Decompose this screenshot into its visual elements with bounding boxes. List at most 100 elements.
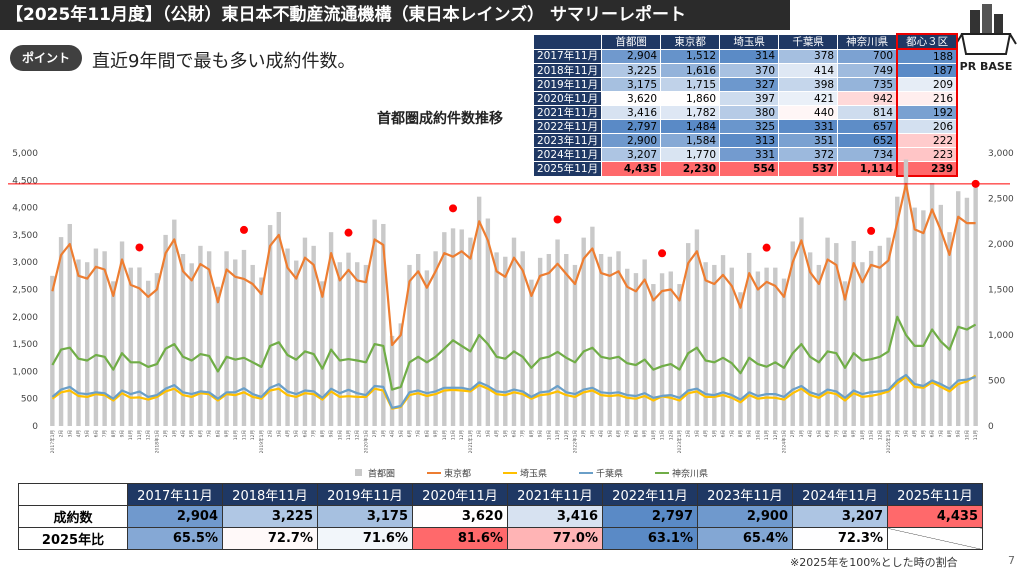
- x-tick-label: 7月: [938, 430, 944, 437]
- bar: [851, 240, 856, 426]
- x-tick-label: 12月: [668, 430, 674, 440]
- x-tick-label: 3月: [67, 430, 73, 437]
- x-tick-label: 12月: [459, 430, 465, 440]
- x-tick-label: 2月: [895, 430, 901, 437]
- cell: 4,435: [601, 161, 662, 177]
- bar: [250, 264, 255, 426]
- y-tick-label: 3,500: [12, 231, 38, 241]
- bar: [773, 267, 778, 426]
- bar: [720, 255, 726, 426]
- cell: 2,797: [602, 505, 698, 528]
- bar: [67, 223, 72, 426]
- cell: 206: [896, 119, 959, 134]
- cell: 192: [896, 105, 959, 120]
- x-tick-label: 4月: [390, 430, 396, 437]
- cell: 2,904: [601, 48, 662, 64]
- x-tick-label: 8月: [424, 430, 430, 437]
- x-tick-label: 7月: [311, 430, 317, 437]
- x-tick-label: 6月: [512, 430, 518, 437]
- column-header: 東京都: [660, 33, 721, 50]
- cell: 331: [719, 147, 780, 162]
- bar: [215, 286, 221, 426]
- cell: 3,207: [792, 505, 888, 528]
- bar: [564, 254, 569, 426]
- y-tick-label: 5,000: [12, 149, 38, 159]
- logo-text: PR BASE: [960, 60, 1013, 73]
- x-tick-label: 11月: [137, 430, 143, 440]
- x-tick-label: 10月: [651, 430, 657, 440]
- bar: [189, 263, 194, 426]
- x-tick-label: 5月: [294, 430, 300, 437]
- cell: 1,512: [660, 48, 721, 64]
- bar: [712, 264, 717, 426]
- cell: 3,175: [317, 505, 413, 528]
- point-label: ポイント: [10, 45, 82, 71]
- x-tick-label: 9月: [433, 430, 439, 437]
- cell: 1,114: [837, 161, 898, 177]
- legend-swatch: [355, 469, 362, 476]
- cell: 216: [896, 91, 959, 106]
- cell: 398: [778, 77, 839, 92]
- cell: 209: [896, 77, 959, 92]
- x-tick-label: 8月: [738, 430, 744, 437]
- highlight-dot: [553, 215, 562, 224]
- x-tick-label: 6月: [407, 430, 413, 437]
- row-label: 2022年11月: [532, 119, 603, 134]
- bar: [529, 279, 534, 426]
- x-tick-label: 12月: [564, 430, 570, 440]
- bar: [285, 248, 290, 426]
- bar: [154, 273, 160, 426]
- x-tick-label: 11月: [346, 430, 352, 440]
- x-tick-label: 6月: [198, 430, 204, 437]
- bar: [76, 259, 81, 426]
- x-tick-label: 12月: [773, 430, 779, 440]
- footnote: ※2025年を100%とした時の割合: [790, 556, 958, 569]
- cell: 2,904: [127, 505, 223, 528]
- bar: [511, 237, 517, 426]
- x-tick-label: 2021年1月: [467, 430, 474, 453]
- bar: [346, 252, 351, 426]
- x-tick-label: 2024年1月: [781, 430, 788, 453]
- column-header: 2024年11月: [792, 483, 888, 506]
- cell: 4,435: [887, 505, 983, 528]
- bar: [651, 284, 656, 426]
- cell: 735: [837, 77, 898, 92]
- bar: [877, 245, 883, 426]
- x-tick-label: 6月: [825, 430, 831, 437]
- x-tick-label: 10月: [233, 430, 239, 440]
- x-tick-label: 9月: [120, 430, 126, 437]
- bar: [241, 249, 247, 426]
- chart-title: 首都圏成約件数推移: [377, 110, 503, 127]
- cell: 2,230: [660, 161, 721, 177]
- bar: [642, 259, 647, 426]
- bar: [956, 191, 961, 426]
- bar: [834, 243, 839, 426]
- row-label: 2019年11月: [532, 77, 603, 92]
- x-tick-label: 11月: [241, 430, 247, 440]
- x-tick-label: 11月: [764, 430, 770, 440]
- cell: 2,900: [697, 505, 793, 528]
- empty-cell: [887, 527, 983, 550]
- chart: 首都圏成約件数推移 0 500 1,000 1,500 2,000 2,500 3,000 3…: [8, 110, 1014, 480]
- bar: [659, 273, 665, 426]
- bar: [355, 262, 360, 426]
- cell: 749: [837, 63, 898, 78]
- bar: [799, 217, 804, 426]
- bar: [267, 225, 273, 426]
- x-tick-label: 6月: [930, 430, 936, 437]
- bar: [137, 267, 142, 426]
- bar: [259, 277, 264, 426]
- x-tick-label: 10月: [964, 430, 970, 440]
- bar: [633, 273, 639, 426]
- x-tick-label: 4月: [912, 430, 918, 437]
- bar: [790, 241, 795, 426]
- highlight-dot: [449, 204, 458, 213]
- bar: [389, 335, 395, 426]
- x-tick-label: 10月: [755, 430, 761, 440]
- cell: 700: [837, 48, 898, 64]
- bar: [842, 281, 848, 426]
- bar: [912, 207, 917, 426]
- x-tick-label: 4月: [285, 430, 291, 437]
- row-label: 2024年11月: [532, 147, 603, 162]
- y2-tick-label: 3,000: [988, 149, 1014, 159]
